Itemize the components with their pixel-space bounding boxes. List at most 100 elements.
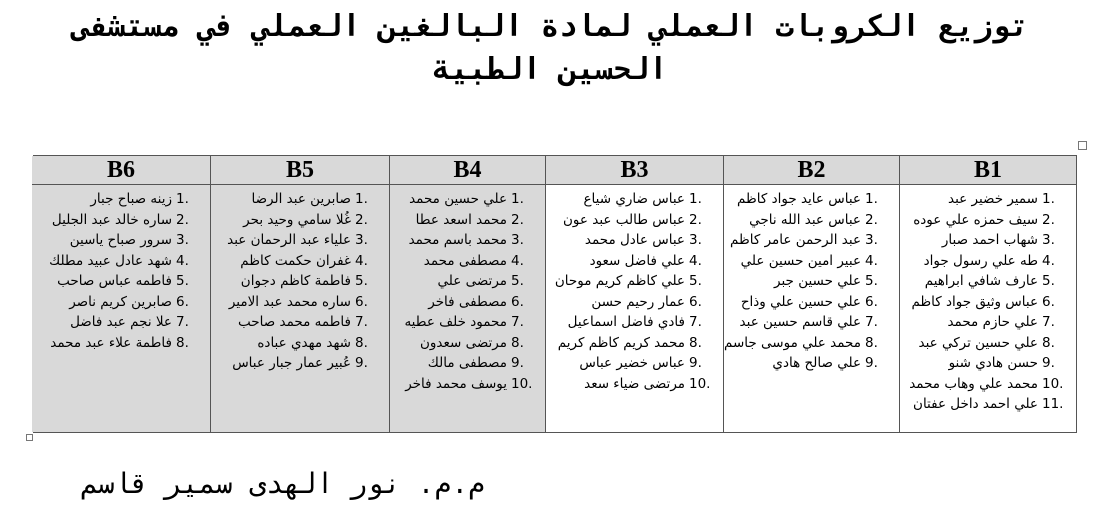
student-name: علا نجم عبد فاضل [70,314,172,330]
list-number: 7. [355,314,368,330]
student-name: مرتضى علي [437,273,507,289]
student-row: 4. علي فاضل سعود [546,251,723,272]
list-number: 1. [689,191,702,207]
student-name: فاطمه محمد صاحب [238,314,351,330]
student-row: 7. علا نجم عبد فاضل [32,312,210,333]
student-row: 4. عبير امين حسين علي [724,251,899,272]
list-number: 2. [865,211,878,228]
student-row: 1. صابرين عبد الرضا [211,189,389,210]
list-number: 1. [1042,191,1055,207]
student-name: علي احمد داخل عفتان [913,396,1038,412]
student-name: غُلا سامي وحيد بحر [243,211,351,228]
student-name: محمد باسم محمد [408,232,507,248]
list-number: 8. [689,334,702,351]
column-heading: B4 [390,156,545,185]
student-name: محمد علي وهاب محمد [909,375,1038,392]
column-heading: B6 [32,156,210,185]
student-name: عبير امين حسين علي [740,252,861,269]
student-row: 5. مرتضى علي [390,271,545,292]
student-row: 1. عباس ضاري شياع [546,189,723,210]
student-name: صابرين عبد الرضا [251,191,351,207]
student-row: 3. عبد الرحمن عامر كاظم [724,230,899,251]
student-name: علي صالح هادي [772,355,861,371]
list-number: 11. [1042,396,1064,412]
student-row: 4. طه علي رسول جواد [900,251,1076,272]
student-name: شهد عادل عبيد مطلك [49,252,172,269]
student-row: 1. علي حسين محمد [390,189,545,210]
list-number: 5. [176,273,189,289]
student-name: محمد اسعد عطا [415,211,507,228]
student-name: عُبير عمار جبار عباس [232,355,351,371]
group-column: B6 1. زينه صباح جبار 2. ساره خالد عبد الجليل… [32,156,210,432]
student-row: 9. عباس خضير عباس [546,353,723,374]
student-name: عمار رحيم حسن [591,293,685,310]
list-number: 4. [689,252,702,269]
student-name: فاطمة علاء عبد محمد [50,334,172,351]
student-name: علي حسين تركي عبد [918,334,1039,351]
list-number: 8. [865,334,878,351]
student-name: علي حسين جبر [774,273,861,289]
column-body: 1. عباس عايد جواد كاظم 2. عباس عبد الله ناج… [724,185,899,374]
student-row: 11. علي احمد داخل عفتان [900,394,1076,415]
student-row: 9. عُبير عمار جبار عباس [211,353,389,374]
student-name: شهد مهدي عباده [257,334,351,351]
list-number: 6. [865,293,878,310]
list-number: 8. [1042,334,1055,351]
table-move-handle [1078,141,1087,150]
list-number: 5. [1042,273,1055,289]
column-heading: B1 [900,156,1076,185]
student-name: علي فاضل سعود [589,252,685,269]
student-name: يوسف محمد فاخر [405,375,507,392]
list-number: 5. [355,273,368,289]
student-row: 7. فادي فاضل اسماعيل [546,312,723,333]
student-row: 8. علي حسين تركي عبد [900,333,1076,354]
list-number: 3. [689,232,702,248]
student-row: 3. شهاب احمد صبار [900,230,1076,251]
student-row: 2. محمد اسعد عطا [390,210,545,231]
list-number: 7. [176,314,189,330]
student-name: عبد الرحمن عامر كاظم [730,232,861,248]
group-column: B4 1. علي حسين محمد 2. محمد اسعد عطا 3. محمد ب… [389,156,545,432]
student-name: محمد علي موسى جاسم [723,334,861,351]
student-name: علي كاظم كريم موحان [554,273,685,289]
column-heading: B5 [211,156,389,185]
list-number: 9. [1042,355,1055,371]
list-number: 9. [355,355,368,371]
list-number: 5. [865,273,878,289]
student-row: 6. علي حسين علي وذاح [724,292,899,313]
student-name: مصطفى فاخر [428,293,507,310]
list-number: 5. [511,273,524,289]
column-body: 1. سمير خضير عبد 2. سيف حمزه علي عوده 3. شهاب… [900,185,1076,415]
student-name: علي قاسم حسين عبد [739,314,861,330]
list-number: 3. [176,232,189,248]
signature: م.م. نور الهدى سمير قاسم [80,471,485,502]
student-row: 6. صابرين كريم ناصر [32,292,210,313]
list-number: 2. [511,211,524,228]
column-body: 1. زينه صباح جبار 2. ساره خالد عبد الجليل 3.… [32,185,210,353]
list-number: 3. [355,232,368,248]
group-table: B1 1. سمير خضير عبد 2. سيف حمزه علي عوده 3. شه… [32,155,1077,433]
student-name: عباس عايد جواد كاظم [737,191,861,207]
list-number: 4. [1042,252,1055,269]
student-row: 8. مرتضى سعدون [390,333,545,354]
student-row: 4. مصطفى محمد [390,251,545,272]
list-number: 7. [511,314,524,330]
student-row: 8. محمد كريم كاظم كريم [546,333,723,354]
student-row: 3. سرور صباح ياسين [32,230,210,251]
student-name: شهاب احمد صبار [941,232,1038,248]
student-row: 7. محمود خلف عطيه [390,312,545,333]
list-number: 7. [689,314,702,330]
list-number: 2. [689,211,702,228]
student-row: 5. علي حسين جبر [724,271,899,292]
student-row: 9. علي صالح هادي [724,353,899,374]
student-name: سيف حمزه علي عوده [913,211,1038,228]
group-column: B3 1. عباس ضاري شياع 2. عباس طالب عبد عون 3. ع… [545,156,723,432]
list-number: 6. [355,293,368,310]
student-name: محمود خلف عطيه [404,314,507,330]
student-row: 10. محمد علي وهاب محمد [900,374,1076,395]
list-number: 4. [511,252,524,269]
student-name: علي حازم محمد [947,314,1038,330]
student-row: 2. سيف حمزه علي عوده [900,210,1076,231]
list-number: 2. [176,211,189,228]
